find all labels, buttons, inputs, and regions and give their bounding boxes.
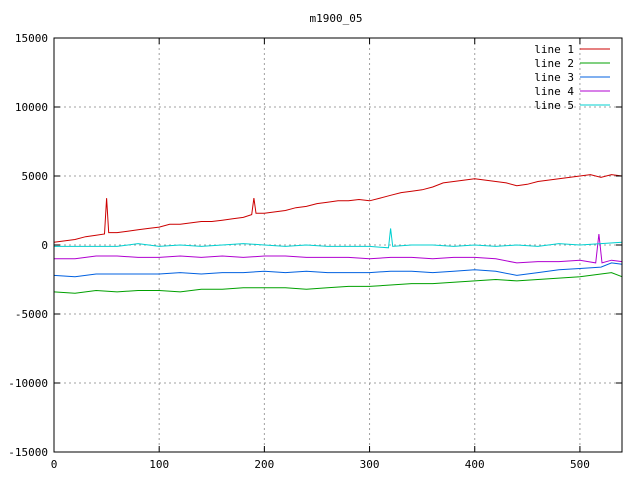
series-line-1 (53, 174, 623, 243)
series-line-4 (54, 233, 623, 264)
legend-label: line 1 (534, 43, 574, 56)
legend-label: line 4 (534, 85, 574, 98)
chart-title: m1900_05 (310, 12, 363, 25)
legend-label: line 3 (534, 71, 574, 84)
series-line-3 (53, 262, 623, 278)
y-tick-label: 0 (41, 239, 48, 252)
x-tick-label: 500 (570, 458, 590, 471)
series-group (53, 174, 623, 294)
x-tick-label: 300 (360, 458, 380, 471)
x-tick-label: 0 (51, 458, 58, 471)
y-tick-label: 10000 (15, 101, 48, 114)
series-line-5 (54, 228, 623, 249)
legend-label: line 2 (534, 57, 574, 70)
series-line-2 (53, 272, 623, 294)
x-tick-label: 100 (149, 458, 169, 471)
x-tick-label: 400 (465, 458, 485, 471)
legend-label: line 5 (534, 99, 574, 112)
y-tick-label: 15000 (15, 32, 48, 45)
y-tick-label: -5000 (15, 308, 48, 321)
y-tick-label: -15000 (8, 446, 48, 459)
y-tick-label: 5000 (22, 170, 49, 183)
y-tick-label: -10000 (8, 377, 48, 390)
axis-ticks: 0 100 200 300 400 500 -15000 -10000 -5000 0 5000 10… (8, 32, 622, 471)
x-tick-label: 200 (254, 458, 274, 471)
